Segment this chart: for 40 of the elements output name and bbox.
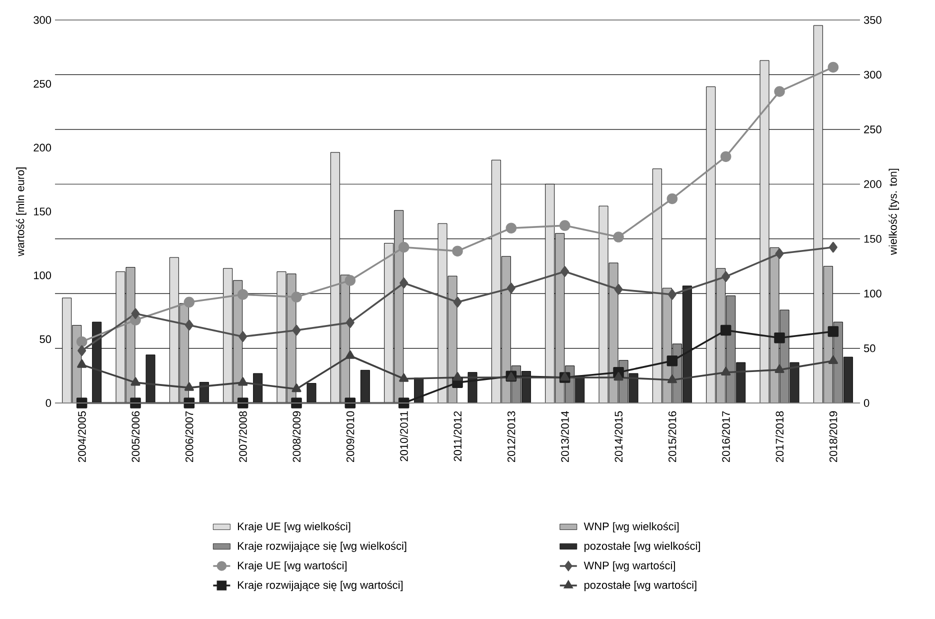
y-axis-title: wartość [mln euro] (16, 168, 26, 256)
x-tick-label: 2012/2013 (507, 411, 516, 462)
legend-label: Kraje UE [wg wielkości] (238, 522, 350, 532)
x-tick-label: 2018/2019 (829, 411, 838, 462)
y-tick-label: 300 (34, 16, 52, 24)
legend-label: WNP [wg wartości] (584, 561, 675, 572)
x-tick-label: 2009/2010 (346, 411, 354, 462)
y-tick-label: 200 (34, 144, 52, 152)
y2-tick-label: 100 (864, 290, 882, 298)
x-tick-label: 2008/2009 (292, 411, 301, 462)
y2-tick-label: 350 (864, 16, 882, 24)
y2-tick-label: 0 (864, 399, 870, 407)
x-tick-label: 2006/2007 (185, 411, 194, 462)
y-tick-label: 100 (34, 271, 52, 280)
legend-label: pozostałe [wg wartości] (584, 580, 696, 592)
legend-label: Kraje rozwijające się [wg wielkości] (238, 542, 406, 552)
x-tick-label: 2014/2015 (614, 411, 623, 462)
y2-tick-label: 200 (864, 180, 882, 188)
x-tick-label: 2015/2016 (668, 411, 676, 462)
y2-tick-label: 50 (864, 344, 876, 352)
x-tick-label: 2011/2012 (453, 411, 462, 462)
legend-label: Kraje rozwijające się [wg wartości] (238, 580, 403, 592)
y2-tick-label: 300 (864, 70, 882, 79)
x-tick-label: 2007/2008 (238, 411, 247, 462)
legend-label: Kraje UE [wg wartości] (238, 561, 347, 572)
legend-label: pozostałe [wg wielkości] (584, 542, 700, 552)
y2-tick-label: 250 (864, 126, 882, 134)
y-tick-label: 250 (34, 80, 52, 88)
x-tick-label: 2016/2017 (722, 411, 730, 462)
y-tick-label: 50 (40, 335, 52, 344)
x-tick-label: 2004/2005 (78, 411, 86, 462)
y-tick-label: 0 (46, 399, 52, 407)
y2-axis-title: wielkość [tys. ton] (888, 168, 899, 255)
y2-tick-label: 150 (864, 234, 882, 243)
y-tick-label: 150 (34, 208, 52, 216)
x-tick-label: 2013/2014 (560, 411, 569, 462)
legend-label: WNP [wg wielkości] (584, 522, 679, 532)
x-tick-label: 2010/2011 (400, 411, 408, 462)
x-tick-label: 2017/2018 (775, 411, 784, 462)
x-tick-label: 2005/2006 (131, 411, 140, 462)
